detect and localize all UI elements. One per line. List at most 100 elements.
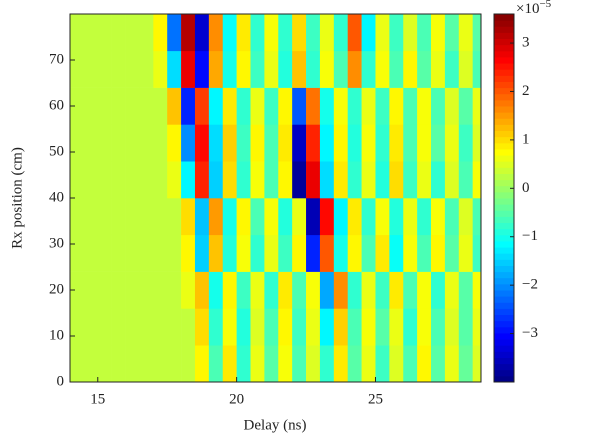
cell	[444, 345, 460, 382]
cell	[236, 271, 251, 309]
cell	[361, 345, 376, 382]
cell	[361, 308, 376, 346]
cell	[139, 124, 154, 162]
cell	[319, 271, 335, 309]
cell	[181, 271, 196, 309]
cell	[319, 198, 335, 236]
cell	[431, 87, 446, 125]
cell	[250, 308, 265, 346]
cell	[278, 271, 293, 309]
cell	[319, 161, 335, 199]
cell	[250, 161, 265, 199]
cell	[236, 345, 251, 382]
cell	[250, 271, 265, 309]
cell	[403, 87, 418, 125]
cell	[375, 271, 390, 309]
cell	[417, 198, 432, 236]
cell	[222, 87, 237, 125]
cell	[472, 308, 481, 346]
colorbar-segment	[494, 112, 514, 119]
cell	[194, 234, 210, 272]
cell	[181, 161, 196, 199]
cell	[333, 161, 349, 199]
cell	[444, 198, 460, 236]
colorbar-segment	[494, 290, 514, 297]
cell	[208, 14, 224, 52]
colorbar-segment	[494, 56, 514, 64]
cell	[167, 271, 182, 309]
cell	[472, 161, 481, 199]
colorbar-segment	[494, 124, 514, 132]
cell	[111, 124, 126, 162]
cell	[389, 345, 404, 382]
colorbar-segment	[494, 351, 514, 358]
cell	[83, 50, 99, 88]
cell	[278, 234, 293, 272]
cell	[264, 14, 279, 52]
colorbar-segment	[494, 20, 514, 27]
cell	[319, 14, 335, 52]
colorbar-segment	[494, 106, 514, 113]
cell	[125, 124, 140, 162]
cell	[278, 161, 293, 199]
cell	[264, 271, 279, 309]
colorbar-tick-label: 0	[522, 180, 530, 196]
colorbar-scale-exponent: −5	[539, 0, 551, 10]
colorbar-segment	[494, 345, 514, 352]
colorbar-segment	[494, 369, 514, 377]
cell	[70, 87, 85, 125]
cell	[403, 234, 418, 272]
cell	[181, 50, 196, 88]
cell	[472, 124, 481, 162]
cell	[167, 234, 182, 272]
cell	[208, 308, 224, 346]
cell	[125, 87, 140, 125]
cell	[333, 124, 349, 162]
cell	[264, 124, 279, 162]
cell	[458, 271, 473, 309]
cell	[319, 87, 335, 125]
cell	[278, 198, 293, 236]
cell	[70, 234, 85, 272]
cell	[417, 14, 432, 52]
cell	[333, 50, 349, 88]
cell	[181, 124, 196, 162]
cell	[153, 161, 168, 199]
cell	[472, 271, 481, 309]
cell	[167, 308, 182, 346]
cell	[139, 87, 154, 125]
cell	[111, 50, 126, 88]
cell	[208, 234, 224, 272]
cell	[458, 234, 473, 272]
cell	[306, 50, 321, 88]
cell	[236, 308, 251, 346]
colorbar-segment	[494, 14, 514, 21]
colorbar-segment	[494, 259, 514, 266]
cell	[333, 14, 349, 52]
cell	[250, 87, 265, 125]
cell	[347, 14, 362, 52]
cell	[458, 87, 473, 125]
colorbar-segment	[494, 161, 514, 168]
cell	[181, 198, 196, 236]
cell	[208, 161, 224, 199]
cell	[125, 161, 140, 199]
cell	[236, 87, 251, 125]
cell	[125, 308, 140, 346]
cell	[375, 14, 390, 52]
cell	[167, 87, 182, 125]
cell	[139, 50, 154, 88]
cell	[389, 50, 404, 88]
cell	[97, 271, 112, 309]
cell	[264, 234, 279, 272]
colorbar-tick-label: 3	[522, 34, 530, 50]
cell	[194, 198, 210, 236]
colorbar-segment	[494, 332, 514, 340]
colorbar-segment	[494, 375, 514, 383]
cell	[222, 234, 237, 272]
cell	[333, 87, 349, 125]
cell	[278, 308, 293, 346]
colorbar-segment	[494, 216, 514, 224]
cell	[444, 308, 460, 346]
